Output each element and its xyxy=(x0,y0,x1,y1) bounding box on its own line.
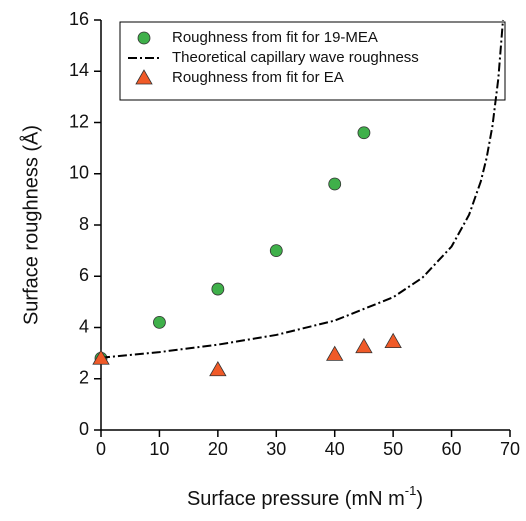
legend-marker xyxy=(137,31,151,45)
y-tick-label: 16 xyxy=(69,9,89,29)
y-tick-label: 12 xyxy=(69,111,89,131)
legend-label: Roughness from fit for EA xyxy=(172,69,344,86)
x-label-end: ) xyxy=(416,488,423,510)
point xyxy=(209,360,227,377)
x-label-sup: -1 xyxy=(405,483,417,498)
point xyxy=(92,349,110,365)
legend-marker xyxy=(135,69,153,85)
x-tick-label: 0 xyxy=(96,439,106,459)
point xyxy=(326,345,344,361)
x-tick-label: 40 xyxy=(325,439,345,459)
x-tick-label: 70 xyxy=(500,439,520,459)
line xyxy=(100,19,504,359)
point xyxy=(355,337,373,354)
legend-label: Roughness from fit for 19-MEA xyxy=(172,29,378,46)
x-tick-label: 10 xyxy=(149,439,169,459)
point xyxy=(269,244,283,258)
legend-box xyxy=(119,21,506,101)
point xyxy=(153,315,166,329)
point xyxy=(328,177,342,191)
y-tick-label: 6 xyxy=(79,265,89,285)
y-tick-label: 14 xyxy=(69,60,89,80)
x-tick-label: 60 xyxy=(442,439,462,459)
x-tick-label: 50 xyxy=(383,439,403,459)
y-tick-label: 0 xyxy=(79,419,89,439)
point xyxy=(357,126,371,140)
x-tick-label: 30 xyxy=(266,439,286,459)
y-axis-label: Surface roughness (Å) xyxy=(19,125,42,325)
x-label-main: Surface pressure (mN m xyxy=(187,488,405,510)
y-tick-label: 4 xyxy=(79,316,89,336)
point xyxy=(211,282,225,296)
x-tick-label: 20 xyxy=(208,439,228,459)
y-tick-label: 10 xyxy=(69,163,89,183)
y-tick-label: 8 xyxy=(79,214,89,234)
point xyxy=(384,332,402,348)
legend-label: Theoretical capillary wave roughness xyxy=(172,49,419,66)
x-axis-label: Surface pressure (mN m-1) xyxy=(187,483,423,510)
y-tick-label: 2 xyxy=(79,368,89,388)
